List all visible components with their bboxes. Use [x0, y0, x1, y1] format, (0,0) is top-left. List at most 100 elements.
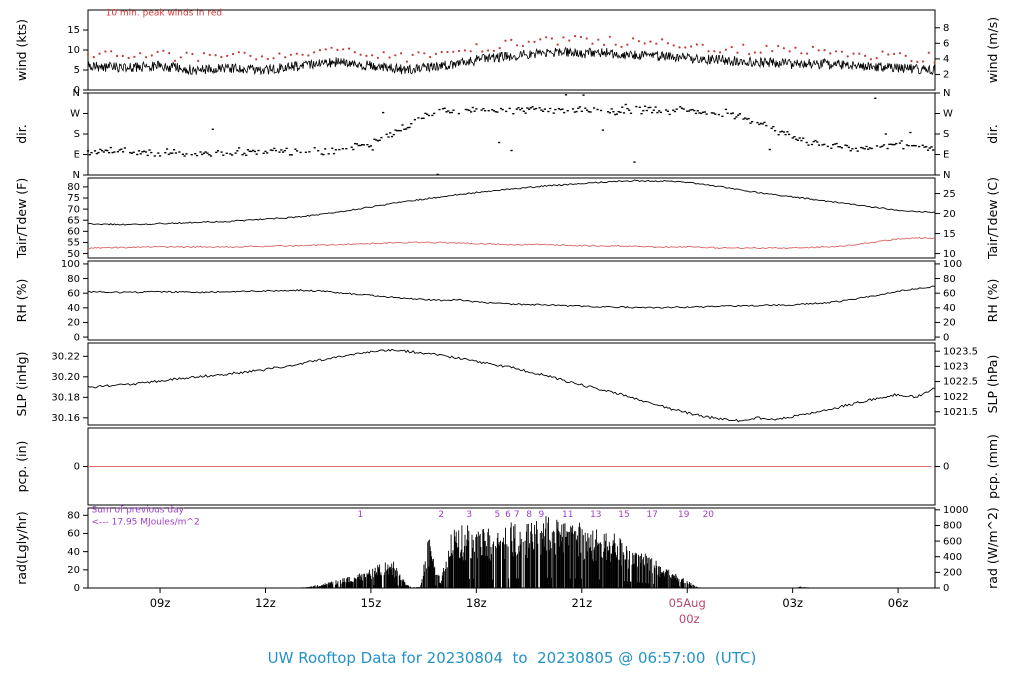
- svg-text:200: 200: [943, 568, 962, 579]
- svg-text:0: 0: [74, 85, 80, 96]
- dew-point: [87, 236, 936, 250]
- panel-wind: 0 5 10 15 2 4 6 8 wind (kts) wind (m/s) 10 min. pe…: [14, 9, 1000, 97]
- ylabel-right-wind: wind (m/s): [985, 17, 1000, 83]
- ylabel-right-pcp: pcp. (mm): [985, 434, 1000, 499]
- svg-text:1000: 1000: [943, 505, 968, 516]
- rad-sum-mark: 20: [703, 510, 715, 520]
- svg-text:20: 20: [67, 318, 80, 329]
- ylabel-left-slp: SLP (inHg): [14, 352, 29, 417]
- svg-text:5: 5: [74, 65, 80, 76]
- svg-text:75: 75: [67, 193, 80, 204]
- svg-text:30.20: 30.20: [51, 372, 80, 383]
- svg-text:1022.5: 1022.5: [943, 377, 978, 388]
- svg-text:30.16: 30.16: [51, 413, 80, 424]
- rad-sum-mark: 9: [539, 510, 545, 520]
- rad-sum-mark: 17: [646, 510, 657, 520]
- rad-sum-mark: 8: [526, 510, 532, 520]
- rad-sum-mark: 6: [505, 510, 511, 520]
- x-tick-label: 21z: [571, 596, 592, 610]
- ylabel-left-rh: RH (%): [14, 279, 29, 323]
- svg-text:80: 80: [943, 274, 956, 285]
- svg-text:0: 0: [943, 332, 949, 343]
- svg-text:60: 60: [67, 227, 80, 238]
- svg-text:40: 40: [67, 547, 80, 558]
- panel-rh: 0 20 40 60 80 100 0 20 40 60 80 100 RH (%) RH (%): [14, 259, 1000, 343]
- svg-text:N: N: [943, 88, 950, 99]
- svg-text:1023.5: 1023.5: [943, 346, 978, 357]
- ylabel-left-pcp: pcp. (in): [14, 441, 29, 493]
- svg-text:800: 800: [943, 521, 962, 532]
- x-tick-label: 15z: [361, 596, 382, 610]
- svg-text:40: 40: [67, 303, 80, 314]
- svg-text:N: N: [73, 88, 80, 99]
- svg-text:20: 20: [67, 565, 80, 576]
- svg-text:0: 0: [943, 583, 949, 594]
- ylabel-right-temp: Tair/Tdew (C): [985, 177, 1000, 260]
- svg-text:0: 0: [74, 332, 80, 343]
- svg-text:400: 400: [943, 552, 962, 563]
- svg-text:1022: 1022: [943, 392, 968, 403]
- x-tick-label: 03z: [782, 596, 803, 610]
- svg-text:30.18: 30.18: [51, 393, 80, 404]
- annotation-wind: 10 min. peak winds in red: [106, 9, 223, 19]
- x-tick-label: 05Aug: [669, 596, 706, 610]
- ylabel-left-wind: wind (kts): [14, 19, 29, 81]
- svg-text:2: 2: [943, 70, 949, 81]
- svg-text:10: 10: [67, 45, 80, 56]
- rad-sum-mark: 3: [466, 510, 472, 520]
- ylabel-right-rad: rad (W/m^2): [985, 507, 1000, 589]
- x-tick-label: 06z: [888, 596, 909, 610]
- ylabel-right-rh: RH (%): [985, 279, 1000, 323]
- svg-text:10: 10: [943, 249, 956, 260]
- svg-text:W: W: [943, 109, 953, 120]
- rad-sum-mark: 15: [618, 510, 629, 520]
- svg-text:60: 60: [943, 288, 956, 299]
- panel-pcp: 0 0 pcp. (in) pcp. (mm): [14, 427, 1000, 506]
- svg-text:80: 80: [67, 182, 80, 193]
- annotation-rad: Sum of previous day: [92, 506, 185, 516]
- svg-text:600: 600: [943, 536, 962, 547]
- peak-wind: [86, 35, 936, 64]
- svg-text:55: 55: [67, 238, 80, 249]
- svg-text:6: 6: [943, 39, 949, 50]
- svg-text:4: 4: [943, 54, 949, 65]
- svg-text:E: E: [943, 150, 949, 161]
- relative-humidity: [87, 285, 936, 309]
- annotation-rad: <--- 17.95 MJoules/m^2: [92, 517, 200, 527]
- rad-sum-mark: 19: [678, 510, 690, 520]
- ylabel-left-rad: rad(Lgly/hr): [14, 511, 29, 585]
- svg-text:1023: 1023: [943, 362, 968, 373]
- chart-caption: UW Rooftop Data for 20230804 to 20230805…: [267, 649, 757, 667]
- svg-text:15: 15: [67, 25, 80, 36]
- rad-sum-mark: 1: [358, 510, 364, 520]
- sea-level-pressure: [87, 348, 936, 423]
- svg-text:25: 25: [943, 189, 956, 200]
- rad-sum-mark: 5: [495, 510, 501, 520]
- x-tick-label: 09z: [150, 596, 171, 610]
- svg-text:E: E: [74, 150, 80, 161]
- svg-text:N: N: [943, 170, 950, 181]
- svg-text:20: 20: [943, 209, 956, 220]
- x-tick-label: 12z: [255, 596, 276, 610]
- rad-sum-mark: 7: [514, 510, 520, 520]
- rad-sum-mark: 13: [590, 510, 601, 520]
- svg-text:0: 0: [74, 583, 80, 594]
- svg-text:40: 40: [943, 303, 956, 314]
- svg-text:W: W: [70, 109, 80, 120]
- svg-text:50: 50: [67, 249, 80, 260]
- svg-text:20: 20: [943, 318, 956, 329]
- ylabel-right-dir: dir.: [985, 124, 1000, 143]
- rad-sum-mark: 11: [562, 510, 573, 520]
- svg-text:N: N: [73, 170, 80, 181]
- svg-text:8: 8: [943, 23, 949, 34]
- svg-text:30.22: 30.22: [51, 352, 80, 363]
- x-axis: 09z 12z 15z 18z 21z 05Aug 00z 03z 06z: [150, 588, 909, 626]
- svg-text:70: 70: [67, 204, 80, 215]
- svg-text:100: 100: [61, 259, 80, 270]
- svg-text:S: S: [943, 129, 949, 140]
- wind-direction: [86, 94, 935, 176]
- svg-text:60: 60: [67, 288, 80, 299]
- ylabel-left-dir: dir.: [14, 124, 29, 143]
